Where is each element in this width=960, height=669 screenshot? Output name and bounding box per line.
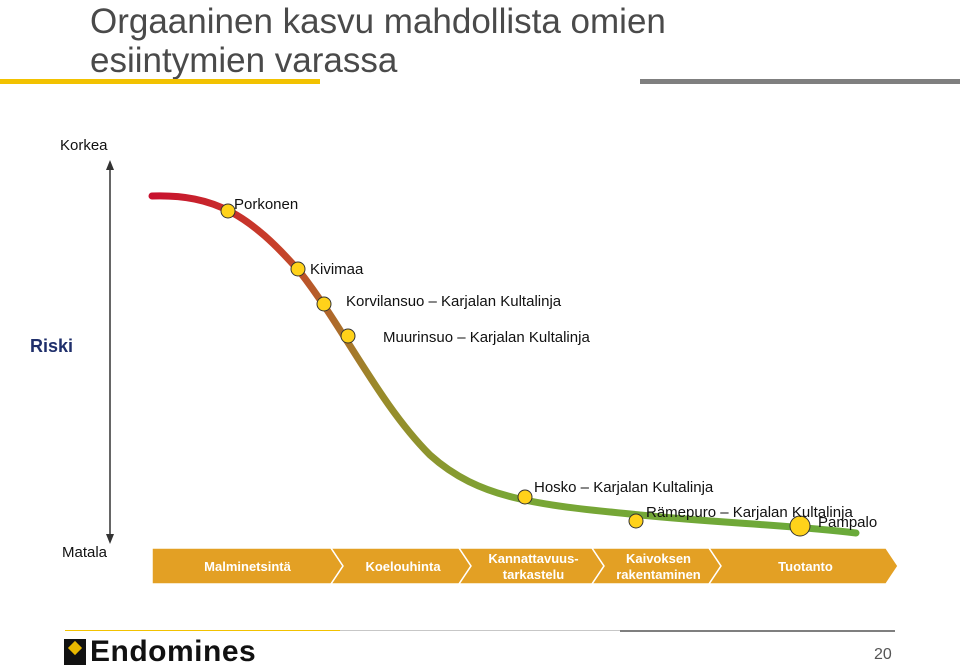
risk-curve	[148, 192, 860, 537]
point-label-ramepuro: Rämepuro – Karjalan Kultalinja	[646, 504, 853, 521]
stage-label-koelouhinta: Koelouhinta	[365, 559, 441, 574]
point-marker-ramepuro	[628, 513, 644, 529]
point-label-muurinsuo: Muurinsuo – Karjalan Kultalinja	[383, 329, 590, 346]
stage-label-kannattavuustarkastelu: Kannattavuus-	[488, 551, 578, 566]
point-label-porkonen: Porkonen	[234, 196, 299, 213]
point-marker-porkonen	[220, 203, 236, 219]
footer-divider-gray	[620, 630, 895, 632]
page-number: 20	[874, 646, 892, 663]
axis-high-label: Korkea	[60, 137, 108, 154]
point-label-korvilansuo: Korvilansuo – Karjalan Kultalinja	[346, 293, 562, 310]
point-marker-hosko	[517, 489, 533, 505]
logo-mark-icon	[64, 639, 86, 665]
logo-text: Endomines	[90, 635, 257, 668]
point-label-pampalo: Pampalo	[818, 514, 878, 531]
point-marker-muurinsuo	[340, 328, 356, 344]
axis-title: Riski	[30, 336, 74, 356]
point-label-kivimaa: Kivimaa	[310, 261, 364, 278]
point-marker-korvilansuo	[316, 296, 332, 312]
footer-divider-accent	[65, 630, 340, 631]
risk-axis-arrowhead-bottom	[106, 534, 114, 544]
stage-label-kannattavuustarkastelu: tarkastelu	[503, 567, 564, 582]
stage-label-kaivoksen-rakentaminen: Kaivoksen	[626, 551, 691, 566]
point-marker-kivimaa	[290, 261, 306, 277]
axis-low-label: Matala	[62, 544, 108, 561]
title-underline-gray	[640, 79, 960, 84]
stage-label-malminetsinta: Malminetsintä	[204, 559, 291, 574]
page-title: Orgaaninen kasvu mahdollista omien esiin…	[90, 2, 666, 80]
company-logo: Endomines	[64, 635, 257, 668]
stage-chevron-tuotanto	[707, 547, 899, 585]
risk-axis-arrowhead-top	[106, 160, 114, 170]
point-marker-pampalo	[789, 515, 811, 537]
footer-divider-light	[340, 630, 620, 631]
stage-label-kaivoksen-rakentaminen: rakentaminen	[616, 567, 701, 582]
point-label-hosko: Hosko – Karjalan Kultalinja	[534, 479, 714, 496]
title-underline-accent	[0, 79, 320, 84]
stage-label-tuotanto: Tuotanto	[778, 559, 833, 574]
